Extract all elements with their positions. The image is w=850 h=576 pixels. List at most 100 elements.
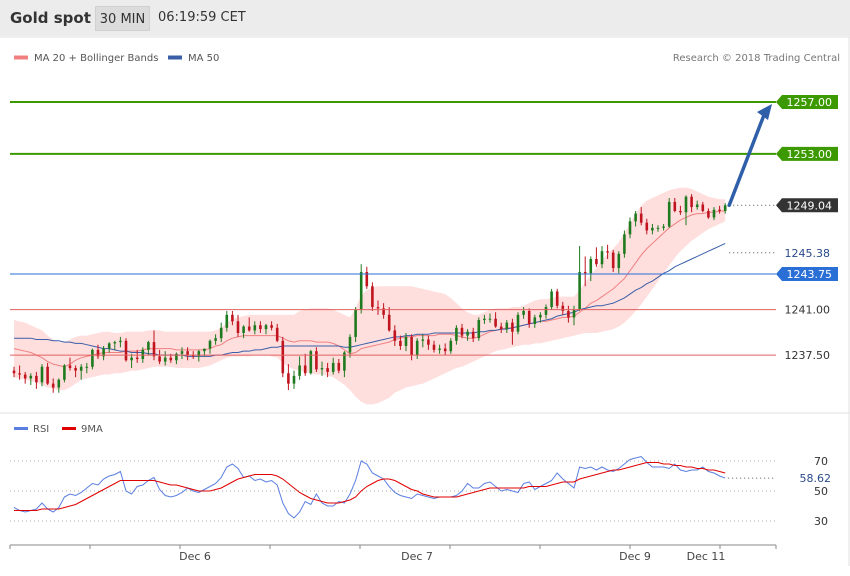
- candle: [264, 323, 268, 335]
- candle: [707, 208, 710, 219]
- candle: [119, 336, 122, 348]
- candle: [539, 312, 542, 323]
- header-bar: Gold spot 30 MIN 06:19:59 CET: [0, 0, 850, 36]
- forecast-arrow-head: [757, 103, 772, 120]
- candle-body: [275, 327, 279, 341]
- ma50-line: [14, 242, 726, 357]
- price-chart[interactable]: MA 20 + Bollinger Bands MA 50 Research ©…: [0, 36, 850, 576]
- candle: [667, 198, 671, 228]
- candle: [690, 194, 693, 213]
- candle: [723, 203, 727, 214]
- candle: [460, 323, 464, 339]
- candle: [471, 327, 475, 343]
- candle-body: [236, 321, 240, 334]
- candle-body: [595, 259, 598, 265]
- candle: [354, 307, 357, 343]
- candle: [371, 282, 374, 311]
- level-badge-1243.75: [776, 266, 838, 281]
- candle-body: [572, 309, 576, 318]
- candle: [662, 223, 665, 231]
- candle-body: [673, 201, 677, 211]
- level-badge-1253.00: [776, 146, 838, 161]
- candle-body: [645, 222, 649, 231]
- rsi-tick-70: 70: [814, 455, 828, 468]
- candle-body: [119, 340, 122, 343]
- candle-body: [343, 352, 346, 371]
- level-label-1243.75: 1243.75: [787, 268, 833, 281]
- candle-body: [23, 374, 27, 379]
- level-label-1241.00: 1241.00: [785, 304, 831, 317]
- candle: [225, 310, 229, 332]
- candle-body: [371, 286, 374, 308]
- candle-body: [85, 366, 89, 368]
- candle: [477, 317, 481, 341]
- candle: [236, 314, 240, 337]
- candle-body: [287, 373, 290, 384]
- level-tag-1237.50: 1237.50: [785, 349, 831, 362]
- candle-body: [51, 383, 55, 388]
- candle-body: [432, 344, 436, 350]
- candle: [281, 336, 285, 378]
- candle-body: [231, 314, 234, 322]
- candle-body: [695, 204, 699, 208]
- candle-body: [617, 253, 621, 269]
- candle-body: [527, 310, 531, 324]
- candle: [292, 370, 296, 389]
- ma50-value-label: 1245.38: [785, 247, 831, 260]
- candle: [253, 321, 257, 335]
- candle: [68, 357, 72, 371]
- candle: [494, 312, 497, 328]
- candle: [231, 310, 234, 326]
- candle-body: [29, 375, 33, 379]
- candle-body: [214, 338, 217, 341]
- candle: [488, 313, 492, 323]
- candle: [124, 338, 128, 362]
- candle: [23, 371, 27, 384]
- candle: [208, 339, 212, 354]
- last-price-label: 1249.04: [787, 199, 833, 212]
- candle: [617, 251, 621, 274]
- candle-body: [488, 318, 492, 320]
- candle: [180, 347, 184, 359]
- candle-body: [583, 271, 587, 274]
- candle-body: [264, 325, 268, 330]
- candle-body: [589, 259, 593, 274]
- x-axis-label: Dec 7: [401, 550, 433, 563]
- candle: [399, 335, 402, 350]
- candle-body: [679, 210, 682, 213]
- candle-body: [656, 227, 660, 229]
- candle: [219, 322, 223, 343]
- candle: [259, 321, 262, 334]
- level-tag-1243.75: 1243.75: [776, 266, 838, 281]
- candle: [628, 217, 632, 239]
- candle: [427, 335, 430, 350]
- candle: [421, 334, 425, 348]
- candle: [51, 378, 55, 393]
- candle: [578, 246, 581, 311]
- candle: [197, 349, 201, 362]
- candle-body: [690, 196, 693, 208]
- candle: [79, 364, 83, 380]
- candle: [516, 312, 520, 335]
- candle: [701, 201, 705, 213]
- candle: [107, 342, 111, 353]
- timeframe-button[interactable]: 30 MIN: [95, 6, 150, 31]
- candle: [130, 353, 133, 369]
- candle-body: [723, 205, 727, 211]
- candle: [287, 364, 290, 391]
- candle-body: [639, 213, 643, 223]
- candle-body: [253, 325, 257, 331]
- candle-body: [40, 366, 44, 383]
- candle-body: [611, 252, 615, 269]
- candle: [35, 371, 38, 389]
- candle: [572, 305, 576, 326]
- instrument-title: Gold spot: [10, 9, 91, 27]
- ma20-line: [13, 210, 726, 368]
- rsi-ma-legend-label: 9MA: [81, 424, 103, 435]
- candle: [376, 300, 380, 315]
- candle: [544, 304, 548, 319]
- candle: [567, 305, 570, 323]
- candle: [326, 362, 329, 378]
- candle: [147, 340, 150, 356]
- candle: [135, 349, 139, 363]
